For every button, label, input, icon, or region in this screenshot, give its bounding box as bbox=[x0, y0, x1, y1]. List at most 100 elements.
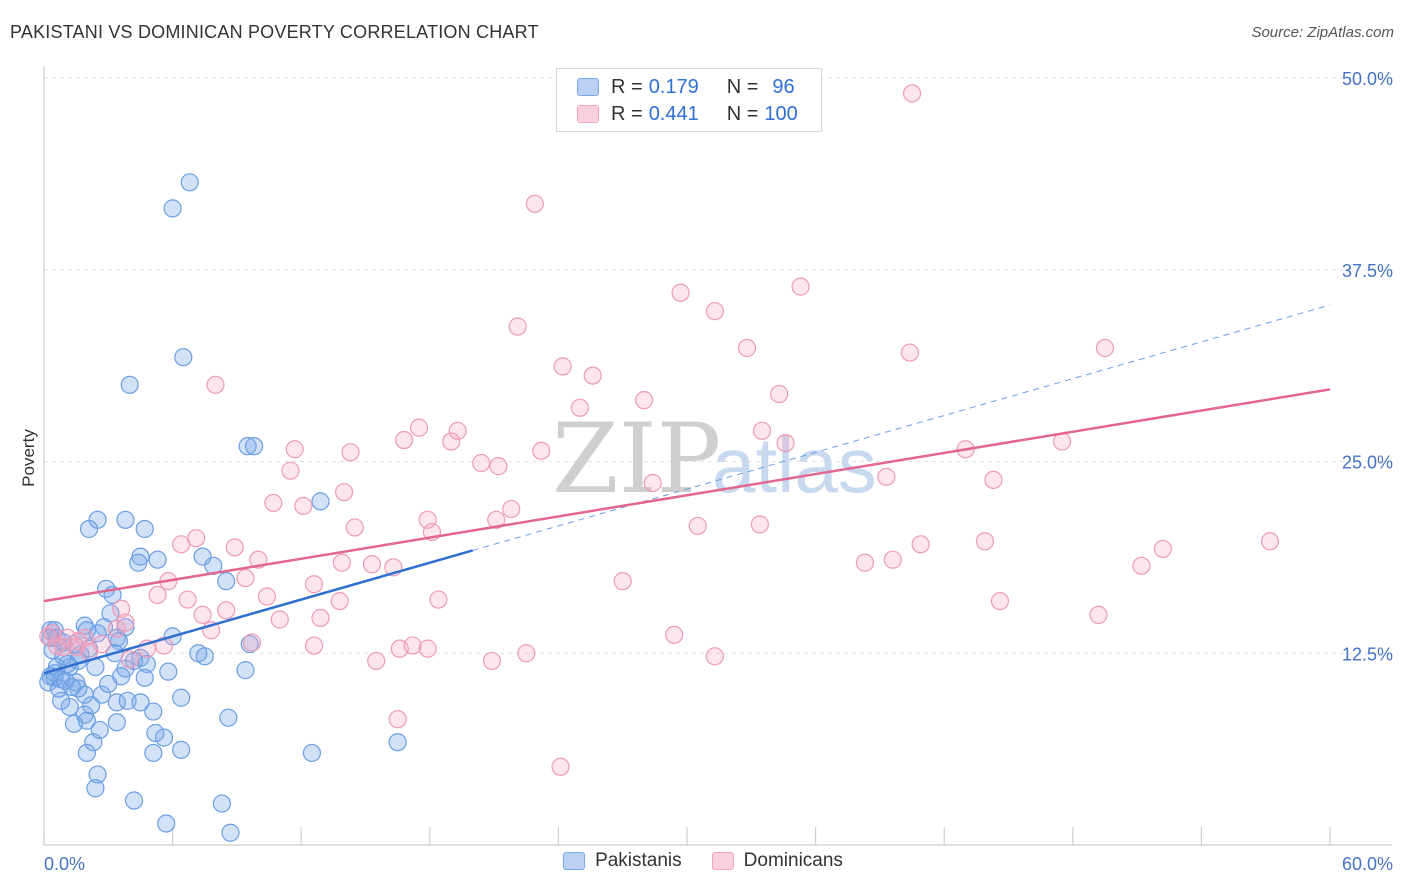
y-axis-title: Poverty bbox=[19, 429, 38, 487]
point-dominicans bbox=[1153, 539, 1172, 559]
trend-lines bbox=[43, 304, 1331, 675]
point-pakistanis bbox=[69, 679, 88, 698]
point-dominicans bbox=[304, 575, 324, 594]
legend-label-dominicans: Dominicans bbox=[743, 850, 843, 871]
point-pakistanis bbox=[82, 696, 101, 715]
point-dominicans bbox=[112, 599, 131, 618]
legend-r-value: 0.179 bbox=[648, 75, 699, 98]
point-dominicans bbox=[525, 194, 544, 213]
legend-n-value: 100 bbox=[764, 102, 798, 125]
point-pakistanis bbox=[212, 794, 231, 813]
y-tick-label: 25.0% bbox=[1342, 453, 1393, 473]
point-dominicans bbox=[665, 625, 684, 644]
point-dominicans bbox=[487, 510, 506, 529]
point-pakistanis bbox=[311, 492, 330, 511]
point-dominicans bbox=[1089, 605, 1108, 625]
point-dominicans bbox=[367, 651, 386, 671]
point-dominicans bbox=[442, 432, 461, 451]
point-dominicans bbox=[770, 384, 789, 404]
point-dominicans bbox=[517, 644, 536, 663]
point-dominicans bbox=[635, 391, 654, 410]
point-dominicans bbox=[236, 568, 255, 588]
point-dominicans bbox=[116, 613, 135, 632]
watermark-zip: ZIP bbox=[552, 403, 721, 515]
point-pakistanis bbox=[88, 765, 107, 784]
chart-title: PAKISTANI VS DOMINICAN POVERTY CORRELATI… bbox=[10, 22, 539, 42]
trend-dominicans bbox=[43, 388, 1331, 603]
point-dominicans bbox=[332, 553, 352, 572]
point-dominicans bbox=[394, 430, 414, 450]
series-legend: Pakistanis Dominicans bbox=[0, 850, 1406, 872]
point-dominicans bbox=[489, 457, 508, 476]
point-pakistanis bbox=[77, 743, 96, 763]
source-credit: Source: ZipAtlas.com bbox=[1251, 24, 1394, 41]
point-dominicans bbox=[508, 317, 527, 336]
point-pakistanis bbox=[116, 510, 135, 529]
legend-r-label: R = bbox=[611, 102, 643, 125]
point-pakistanis bbox=[388, 733, 407, 752]
point-pakistanis bbox=[49, 679, 69, 698]
point-dominicans bbox=[551, 757, 570, 776]
legend-r-value: 0.441 bbox=[648, 102, 699, 125]
point-dominicans bbox=[178, 590, 197, 609]
point-dominicans bbox=[69, 631, 88, 651]
legend-n-value: 96 bbox=[772, 75, 795, 98]
point-dominicans bbox=[148, 585, 167, 605]
data-points bbox=[39, 84, 1280, 842]
point-pakistanis bbox=[148, 550, 167, 569]
point-dominicans bbox=[345, 518, 364, 537]
legend-item-pakistanis[interactable]: Pakistanis bbox=[563, 850, 682, 872]
y-tick-label: 50.0% bbox=[1342, 69, 1393, 89]
point-dominicans bbox=[752, 421, 772, 440]
point-dominicans bbox=[285, 440, 304, 459]
legend-item-dominicans[interactable]: Dominicans bbox=[711, 850, 843, 872]
x-tick-label-min: 0.0% bbox=[44, 854, 85, 874]
point-pakistanis bbox=[189, 644, 208, 663]
point-dominicans bbox=[120, 650, 139, 669]
point-dominicans bbox=[429, 590, 448, 609]
point-dominicans bbox=[257, 587, 277, 606]
point-dominicans bbox=[553, 357, 572, 376]
point-dominicans bbox=[39, 627, 58, 646]
point-pakistanis bbox=[92, 685, 111, 704]
point-dominicans bbox=[902, 84, 922, 103]
point-pakistanis bbox=[124, 791, 144, 810]
point-dominicans bbox=[206, 375, 225, 394]
point-dominicans bbox=[362, 555, 382, 574]
point-dominicans bbox=[855, 553, 874, 572]
point-dominicans bbox=[388, 710, 407, 729]
point-dominicans bbox=[502, 499, 521, 519]
point-dominicans bbox=[643, 473, 662, 493]
point-dominicans bbox=[1095, 338, 1115, 358]
point-pakistanis bbox=[244, 437, 264, 456]
point-dominicans bbox=[330, 591, 349, 611]
point-dominicans bbox=[900, 343, 920, 362]
x-tick-label-max: 60.0% bbox=[1342, 854, 1393, 874]
point-pakistanis bbox=[154, 728, 174, 747]
legend-row-pakistanis: R = 0.179 N = 96 bbox=[577, 75, 795, 99]
legend-swatch-dominicans bbox=[711, 852, 734, 870]
stats-legend: R = 0.179 N = 96 R = 0.441 N = 100 bbox=[556, 68, 822, 132]
point-dominicans bbox=[409, 418, 429, 437]
point-dominicans bbox=[911, 535, 930, 554]
legend-swatch-pakistanis bbox=[577, 78, 599, 96]
point-dominicans bbox=[877, 467, 896, 486]
point-dominicans bbox=[791, 277, 810, 296]
point-dominicans bbox=[990, 591, 1010, 611]
point-pakistanis bbox=[236, 661, 255, 680]
point-dominicans bbox=[418, 639, 437, 658]
point-pakistanis bbox=[163, 199, 182, 218]
point-dominicans bbox=[334, 483, 354, 502]
legend-swatch-pakistanis bbox=[563, 852, 586, 870]
point-dominicans bbox=[705, 647, 724, 666]
point-dominicans bbox=[448, 421, 467, 440]
point-pakistanis bbox=[86, 779, 105, 798]
point-dominicans bbox=[737, 338, 757, 358]
point-dominicans bbox=[264, 493, 283, 513]
tick-labels: 12.5% 25.0% 37.5% 50.0% 0.0% 60.0% bbox=[44, 69, 1393, 874]
point-dominicans bbox=[975, 532, 995, 551]
point-pakistanis bbox=[238, 437, 257, 456]
point-dominicans bbox=[294, 496, 313, 516]
point-pakistanis bbox=[131, 693, 150, 712]
point-pakistanis bbox=[159, 662, 178, 681]
